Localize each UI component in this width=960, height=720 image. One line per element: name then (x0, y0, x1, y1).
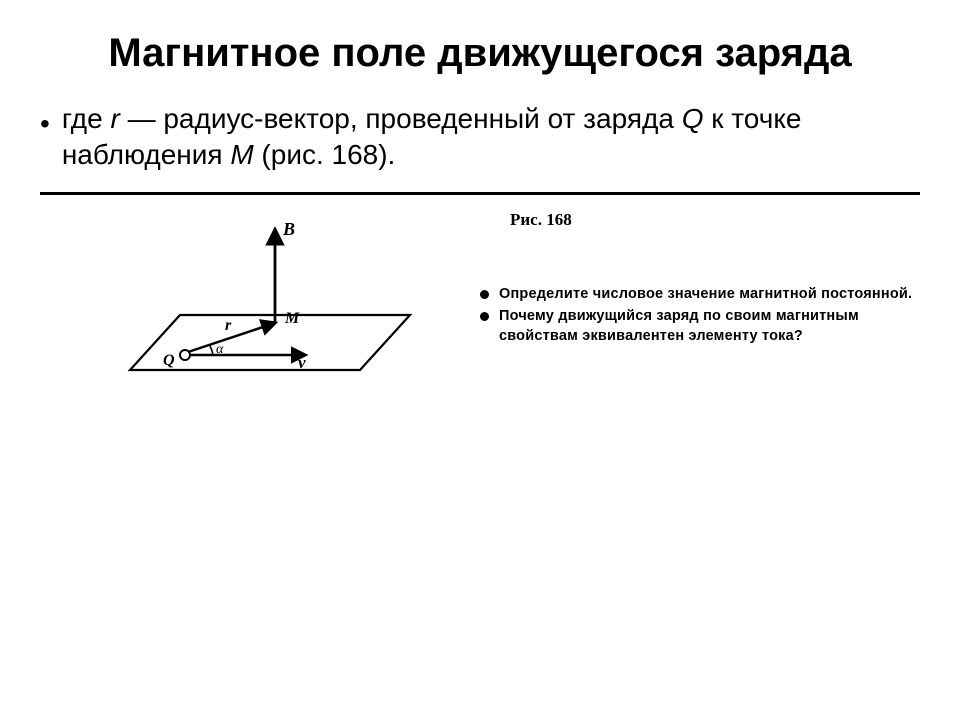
figure-text-column: Рис. 168 Определите числовое значение ма… (460, 205, 920, 455)
question-item: Определите числовое значение магнитной п… (480, 285, 920, 305)
angle-arc (210, 346, 213, 355)
question-text: Почему движущийся заряд по своим магнитн… (499, 307, 920, 346)
var-M: М (230, 139, 253, 170)
diagram: B M r α v Q (100, 205, 460, 455)
vector-r (188, 323, 275, 352)
body-text: где r — радиус-вектор, проведенный от за… (62, 101, 882, 174)
label-alpha: α (216, 342, 224, 357)
bullet-icon (480, 312, 489, 321)
var-Q: Q (682, 103, 704, 134)
label-b: B (282, 219, 295, 239)
slide: Магнитное поле движущегося заряда • где … (0, 0, 960, 720)
question-item: Почему движущийся заряд по своим магнитн… (480, 307, 920, 346)
body-post: (рис. 168). (254, 139, 396, 170)
body-mid1: — радиус-вектор, проведенный от заряда (120, 103, 682, 134)
question-text: Определите числовое значение магнитной п… (499, 285, 912, 305)
label-v: v (298, 353, 306, 372)
label-m: M (284, 310, 300, 327)
body-pre: где (62, 103, 111, 134)
var-r: r (110, 103, 119, 134)
bullet-icon (480, 290, 489, 299)
label-q: Q (163, 352, 175, 369)
body-bullet: • где r — радиус-вектор, проведенный от … (40, 101, 920, 174)
divider (40, 192, 920, 195)
bullet-icon: • (40, 107, 50, 141)
slide-title: Магнитное поле движущегося заряда (40, 30, 920, 76)
figure-caption: Рис. 168 (510, 210, 920, 230)
diagram-svg: B M r α v Q (100, 205, 460, 455)
figure-area: B M r α v Q Рис. 168 Определите числовое… (40, 205, 920, 455)
label-r: r (225, 317, 232, 334)
